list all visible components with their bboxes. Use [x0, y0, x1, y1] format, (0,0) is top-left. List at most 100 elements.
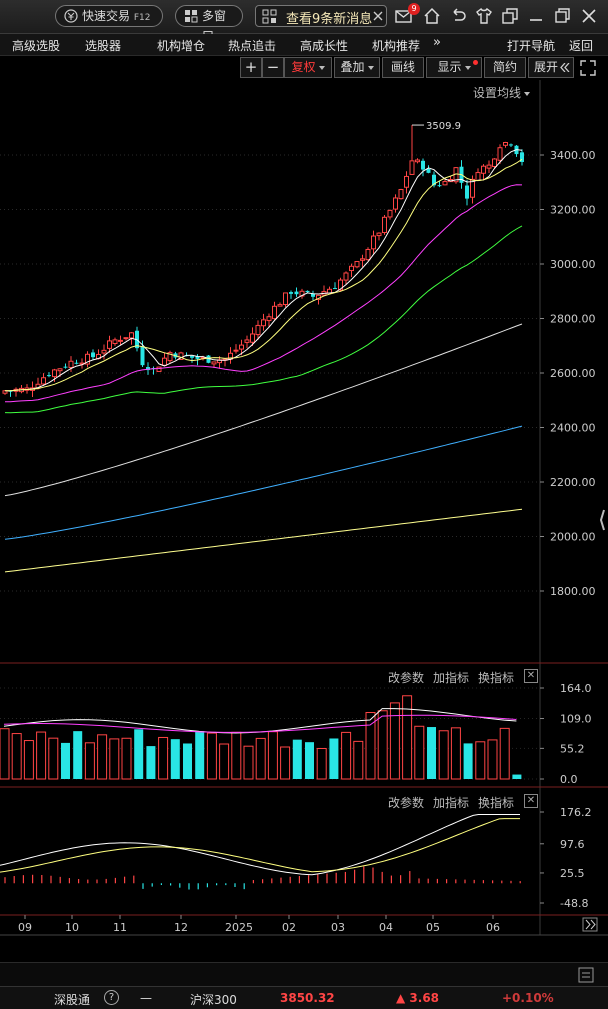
fuquan-label: 复权 [291, 60, 316, 74]
vol-add-indicator-button[interactable]: 加指标 [433, 671, 470, 685]
vol-close-icon[interactable]: ✕ [524, 669, 538, 683]
draw-line-button[interactable]: 画线 [382, 57, 424, 78]
time-tick-label: 2025 [225, 921, 253, 934]
candles-group [2, 125, 524, 398]
menu-item-advanced-select[interactable]: 高级选股 [12, 39, 61, 53]
volume-bar [402, 695, 413, 780]
macd-tick-label: -48.8 [560, 897, 588, 910]
y-tick-label: 3200.00 [550, 204, 596, 217]
quick-trade-key: F12 [133, 13, 151, 23]
vol-ma10-line [3, 714, 517, 733]
candle-body [338, 279, 343, 291]
menu-item-institution-add[interactable]: 机构增仓 [157, 39, 206, 53]
minimize-icon[interactable] [527, 7, 545, 25]
y-tick-label: 3000.00 [550, 258, 596, 271]
multi-window-button[interactable]: 多窗口 [175, 5, 243, 43]
shirt-icon[interactable] [475, 7, 493, 25]
volume-bar [292, 739, 302, 779]
zoom-in-button[interactable]: + [240, 57, 262, 78]
candle-body [387, 209, 393, 218]
candle-body [211, 361, 217, 365]
volume-bar [183, 743, 192, 779]
time-tick-label: 02 [282, 921, 296, 934]
candle-body [432, 174, 436, 186]
volume-bar [475, 741, 486, 780]
simple-mode-button[interactable]: 简约 [484, 57, 526, 78]
time-tick-label: 12 [174, 921, 188, 934]
candle-body [85, 353, 90, 365]
vol-swap-indicator-button[interactable]: 换指标 [478, 671, 515, 685]
candle-body [437, 185, 442, 187]
candle-body [442, 181, 448, 186]
candle-body [52, 369, 57, 378]
volume-bar [84, 742, 95, 780]
volume-bar [158, 736, 169, 780]
close-icon[interactable] [372, 10, 384, 22]
vol-change-params-button[interactable]: 改参数 [388, 671, 425, 685]
expand-button[interactable]: 展开 [528, 57, 574, 78]
open-nav-link[interactable]: 打开导航 [507, 39, 556, 53]
macd-tick-label: 25.5 [560, 867, 585, 880]
expand-label: 展开 [534, 60, 559, 74]
window-close-icon[interactable] [580, 7, 598, 25]
candle-body [206, 355, 211, 363]
mail-icon[interactable] [395, 7, 413, 25]
top-bar: 快速交易 F12 多窗口 查看9条新消息 9 [0, 0, 608, 43]
overlay-dropdown[interactable]: 叠加 [334, 57, 380, 78]
candle-body [63, 366, 68, 368]
menu-item-hot-chase[interactable]: 热点追击 [228, 39, 277, 53]
index-name[interactable]: 沪深300 [190, 993, 237, 1007]
candle-body [167, 352, 173, 362]
candle-body [475, 172, 481, 181]
menu-item-stock-picker[interactable]: 选股器 [85, 39, 122, 53]
kline-chart[interactable]: 3400.00 3200.00 3000.00 2800.00 2600.00 2400.… [0, 80, 608, 980]
candle-body [123, 337, 129, 340]
candle-body [261, 319, 266, 327]
candle-body [333, 288, 337, 290]
quick-trade-button[interactable]: 快速交易 F12 [55, 5, 163, 27]
menu-item-institution-recommend[interactable]: 机构推荐 [372, 39, 421, 53]
volume-bar [305, 742, 314, 779]
trade-icon [64, 9, 78, 23]
volume-bar [414, 725, 425, 780]
candle-body [277, 304, 283, 307]
menu-more-icon[interactable]: » [433, 35, 441, 50]
ma-settings-button[interactable]: 设置均线 [473, 84, 531, 101]
macd-dea-line [0, 818, 520, 873]
help-icon[interactable]: ? [104, 990, 119, 1005]
volume-bar [329, 738, 339, 779]
vol-tick-label: 0.0 [560, 773, 578, 786]
display-dropdown[interactable]: 显示 [426, 57, 482, 78]
candle-body [404, 175, 409, 188]
candle-body [272, 305, 277, 320]
undo-icon[interactable] [449, 7, 467, 25]
candle-body [393, 197, 398, 210]
volume-bar [195, 731, 205, 779]
ma-settings-label: 设置均线 [473, 86, 522, 100]
home-icon[interactable] [423, 7, 441, 25]
volume-bar [267, 731, 278, 780]
maximize-icon[interactable] [553, 7, 571, 25]
panel-toggle-icon[interactable] [578, 967, 594, 983]
restore-icon[interactable] [501, 7, 519, 25]
fullscreen-icon[interactable] [578, 58, 598, 78]
macd-add-indicator-button[interactable]: 加指标 [433, 796, 470, 810]
zoom-out-button[interactable]: − [262, 57, 284, 78]
scroll-strip [0, 962, 608, 986]
macd-dif-line [0, 814, 520, 876]
y-tick-label: 2800.00 [550, 313, 596, 326]
macd-swap-indicator-button[interactable]: 换指标 [478, 796, 515, 810]
macd-close-icon[interactable]: ✕ [524, 794, 538, 808]
volume-bar [109, 738, 120, 780]
message-box[interactable]: 查看9条新消息 [255, 5, 387, 27]
sz-connect-label[interactable]: 深股通 [54, 993, 91, 1007]
macd-change-params-button[interactable]: 改参数 [388, 796, 425, 810]
menu-item-high-growth[interactable]: 高成长性 [300, 39, 349, 53]
ma5-line [5, 149, 523, 392]
index-value: 3850.32 [280, 991, 335, 1005]
fuquan-dropdown[interactable]: 复权 [284, 57, 332, 78]
volume-bar [73, 731, 83, 779]
side-collapse-icon [599, 509, 605, 531]
back-link[interactable]: 返回 [569, 39, 594, 53]
dash-value: — [140, 991, 152, 1005]
